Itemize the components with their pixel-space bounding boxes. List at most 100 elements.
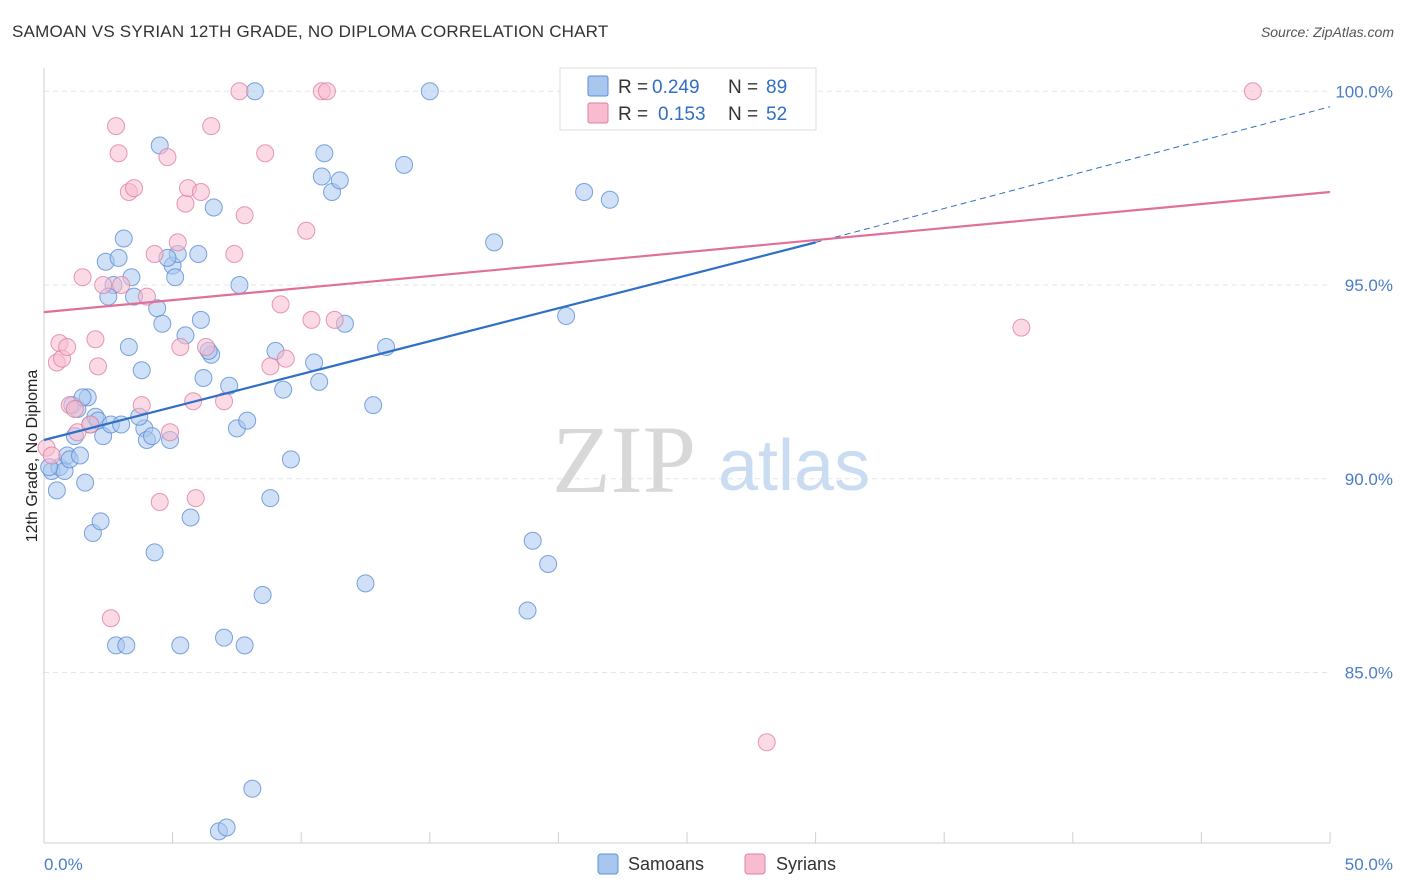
samoans-point bbox=[557, 307, 576, 325]
samoans-point bbox=[143, 427, 162, 446]
samoans-point bbox=[281, 450, 300, 469]
syrians-point bbox=[297, 221, 316, 240]
legend: R = 0.249 N = 89 R = 0.153 N = 52 bbox=[559, 67, 817, 131]
syrians-point bbox=[132, 396, 151, 415]
syrians-point bbox=[168, 233, 187, 252]
source-credit: Source: ZipAtlas.com bbox=[1260, 24, 1394, 40]
syrians-point bbox=[150, 493, 169, 511]
legend-n-label: N = bbox=[728, 77, 758, 98]
legend-swatch-syrians bbox=[587, 102, 609, 124]
syrians-point bbox=[261, 357, 280, 376]
syrians-point bbox=[89, 357, 108, 376]
samoans-point bbox=[189, 245, 208, 263]
y-tick-label: 85.0% bbox=[1345, 664, 1393, 683]
legend-r-value-samoans: 0.249 bbox=[652, 77, 700, 98]
syrians-point bbox=[137, 287, 156, 306]
samoans-point bbox=[243, 779, 262, 798]
legend-n-value-samoans: 89 bbox=[766, 77, 787, 98]
syrians-point bbox=[225, 245, 244, 263]
syrians-point bbox=[186, 489, 205, 508]
syrians-point bbox=[158, 148, 177, 167]
samoans-point bbox=[91, 512, 110, 531]
samoans-point bbox=[194, 369, 213, 387]
samoans-point bbox=[485, 233, 504, 252]
syrians-point bbox=[171, 338, 190, 356]
samoans-point bbox=[204, 198, 223, 217]
syrians-point bbox=[65, 400, 84, 418]
bottom-legend-label-syrians: Syrians bbox=[776, 854, 836, 874]
syrians-point bbox=[1243, 82, 1262, 101]
samoans-point bbox=[230, 276, 249, 294]
samoans-point bbox=[261, 489, 280, 508]
syrians-point bbox=[73, 268, 92, 287]
syrians-point bbox=[107, 117, 126, 136]
syrians-point bbox=[101, 609, 120, 628]
samoans-point bbox=[235, 636, 254, 655]
samoans-point bbox=[330, 171, 349, 190]
samoans-point bbox=[523, 531, 542, 550]
syrians-point bbox=[271, 295, 290, 314]
data-points bbox=[37, 82, 1262, 841]
samoans-point bbox=[310, 372, 329, 391]
bottom-legend-swatch-samoans bbox=[597, 853, 619, 875]
samoans-point bbox=[145, 543, 164, 562]
samoans-point bbox=[153, 314, 172, 333]
syrians-point bbox=[161, 423, 180, 442]
syrians-point bbox=[202, 117, 221, 136]
syrians-point bbox=[109, 144, 128, 163]
syrians-point bbox=[42, 446, 61, 465]
samoans-point bbox=[132, 361, 151, 380]
syrians-point bbox=[757, 733, 776, 752]
y-axis-label: 12th Grade, No Diploma bbox=[24, 370, 41, 543]
x-ticks bbox=[43, 832, 1331, 843]
bottom-legend-swatch-syrians bbox=[744, 853, 766, 875]
samoans-point bbox=[119, 338, 138, 356]
samoans-trendline-extension bbox=[815, 106, 1331, 243]
samoans-point bbox=[117, 636, 136, 655]
syrians-point bbox=[176, 194, 195, 213]
x-tick-label: 50.0% bbox=[1345, 855, 1393, 874]
syrians-point bbox=[94, 276, 113, 294]
trend-lines bbox=[43, 106, 1331, 442]
watermark-atlas: atlas bbox=[718, 426, 870, 506]
y-tick-label: 95.0% bbox=[1345, 276, 1393, 295]
syrians-point bbox=[215, 392, 234, 411]
syrians-point bbox=[302, 310, 321, 329]
samoans-point bbox=[171, 636, 190, 655]
y-tick-label: 90.0% bbox=[1345, 470, 1393, 489]
samoans-point bbox=[181, 508, 200, 527]
watermark-zip: ZIP bbox=[552, 406, 696, 513]
x-tick-labels: 0.0% 50.0% bbox=[44, 855, 1393, 874]
samoans-point bbox=[71, 446, 90, 465]
samoans-point bbox=[245, 82, 264, 101]
samoans-point bbox=[364, 396, 383, 415]
samoans-point bbox=[76, 473, 95, 492]
samoans-point bbox=[600, 190, 619, 209]
syrians-point bbox=[86, 330, 105, 349]
samoans-point bbox=[166, 268, 185, 287]
bottom-legend: Samoans Syrians bbox=[597, 853, 836, 875]
legend-n-label: N = bbox=[728, 104, 758, 125]
legend-r-label: R = bbox=[618, 77, 648, 98]
legend-swatch-samoans bbox=[587, 75, 609, 97]
watermark: ZIP atlas bbox=[552, 406, 870, 513]
bottom-legend-label-samoans: Samoans bbox=[628, 854, 704, 874]
syrians-point bbox=[112, 276, 131, 294]
syrians-trendline bbox=[43, 190, 1331, 314]
y-tick-labels: 100.0% 95.0% 90.0% 85.0% bbox=[1335, 82, 1393, 682]
samoans-point bbox=[575, 183, 594, 201]
samoans-point bbox=[356, 574, 375, 593]
samoans-point bbox=[238, 411, 257, 430]
syrians-point bbox=[235, 206, 254, 225]
samoans-point bbox=[253, 586, 272, 604]
samoans-point bbox=[215, 628, 234, 647]
syrians-point bbox=[317, 82, 336, 101]
syrians-point bbox=[1012, 318, 1031, 337]
syrians-point bbox=[125, 179, 144, 198]
samoans-point bbox=[312, 167, 331, 186]
syrians-point bbox=[256, 144, 275, 163]
legend-n-value-syrians: 52 bbox=[766, 104, 787, 125]
samoans-point bbox=[47, 481, 66, 500]
samoans-point bbox=[274, 380, 293, 399]
